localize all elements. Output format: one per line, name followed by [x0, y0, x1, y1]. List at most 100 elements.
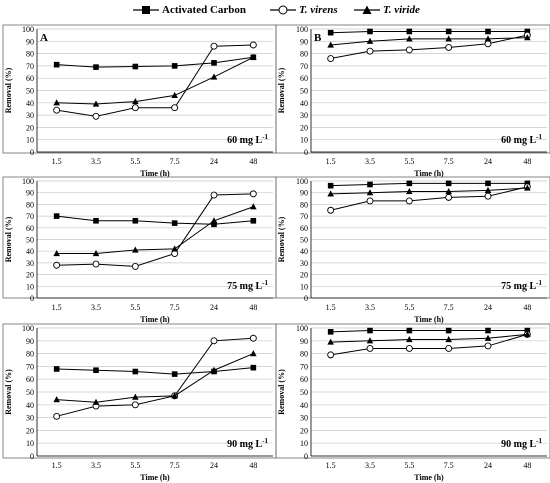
data-point — [327, 206, 335, 214]
data-point — [53, 366, 60, 372]
data-point — [524, 330, 531, 337]
x-axis-label: Time (h) — [414, 315, 444, 324]
x-tick-label: 24 — [484, 157, 492, 166]
data-point — [485, 180, 491, 187]
y-tick-label: 0 — [304, 294, 308, 303]
chart-panel-6: 0 10 20 30 40 50 60 70 80 90 100 1.5 3.5 5.5 7.5 24 48 Ti… — [275, 323, 550, 482]
x-tick-label: 7.5 — [444, 157, 454, 166]
x-tick-label: 48 — [249, 157, 257, 166]
x-tick-label: 48 — [523, 461, 531, 470]
y-axis-label: Removal (%) — [277, 67, 286, 113]
series-activated-carbon — [53, 213, 257, 228]
legend-item-t-virens: T. virens — [270, 3, 338, 17]
data-point — [210, 217, 218, 224]
data-point — [53, 261, 61, 269]
chart-panel-3: 0 10 20 30 40 50 60 70 80 90 100 1.5 3.5 5.5 7.5 24 48 Ti… — [2, 176, 277, 324]
concentration-annotation: 75 mg L-1 — [501, 279, 542, 292]
x-tick-label: 1.5 — [326, 461, 336, 470]
y-axis-label: Removal (%) — [277, 216, 286, 262]
data-point — [132, 63, 139, 70]
data-point — [367, 327, 373, 334]
series-t-viride — [53, 203, 257, 257]
y-tick-label: 70 — [300, 362, 308, 371]
data-point — [405, 46, 413, 54]
y-tick-label: 20 — [300, 426, 308, 435]
data-point — [445, 180, 452, 187]
data-point — [250, 350, 257, 357]
data-point — [250, 217, 257, 224]
data-point — [132, 98, 139, 105]
series-activated-carbon — [327, 327, 531, 335]
data-point — [210, 42, 218, 50]
y-tick-label: 0 — [304, 452, 308, 461]
y-tick-label: 10 — [300, 282, 308, 291]
data-point — [484, 186, 492, 193]
series-t-virens — [327, 31, 531, 62]
y-tick-label: 30 — [300, 414, 308, 423]
data-point — [53, 99, 60, 106]
y-tick-label: 60 — [26, 74, 34, 83]
y-tick-label: 20 — [26, 123, 34, 132]
x-tick-label: 48 — [523, 157, 531, 166]
series-line — [56, 56, 254, 105]
y-tick-label: 70 — [300, 62, 308, 71]
y-tick-label: 0 — [30, 294, 34, 303]
data-point — [92, 112, 100, 120]
x-tick-label: 3.5 — [91, 461, 101, 470]
circle-marker-icon — [270, 5, 296, 15]
y-tick-label: 40 — [300, 401, 308, 410]
series-t-virens — [327, 183, 531, 214]
series-line — [330, 333, 528, 356]
x-tick-label: 1.5 — [326, 157, 336, 166]
y-axis-label: Removal (%) — [4, 67, 13, 113]
y-tick-label: 70 — [300, 212, 308, 221]
series-t-viride — [53, 53, 257, 107]
chart-panel-2: 0 10 20 30 40 50 60 70 80 90 100 1.5 3.5 5.5 7.5 24 48 Ti… — [275, 24, 550, 178]
data-point — [93, 217, 99, 224]
legend-label: Activated Carbon — [162, 4, 247, 16]
y-tick-label: 20 — [26, 426, 34, 435]
data-point — [171, 392, 178, 399]
data-point — [171, 245, 178, 252]
y-tick-label: 100 — [296, 177, 308, 186]
y-tick-label: 30 — [300, 259, 308, 268]
data-point — [53, 396, 60, 403]
series-line — [56, 56, 254, 68]
y-tick-label: 30 — [26, 111, 34, 120]
x-tick-label: 3.5 — [365, 157, 375, 166]
data-point — [367, 181, 373, 188]
x-tick-label: 7.5 — [444, 461, 454, 470]
y-tick-label: 0 — [304, 148, 308, 157]
data-point — [445, 336, 452, 343]
data-point — [92, 250, 100, 257]
data-point — [171, 91, 178, 99]
y-tick-label: 30 — [26, 414, 34, 423]
y-tick-label: 100 — [22, 25, 34, 34]
y-tick-label: 40 — [26, 401, 34, 410]
series-line — [56, 367, 254, 375]
x-tick-label: 48 — [523, 303, 531, 312]
panel-frame — [275, 24, 550, 154]
data-point — [249, 41, 257, 49]
x-tick-label: 24 — [210, 303, 218, 312]
y-tick-label: 40 — [26, 247, 34, 256]
data-point — [132, 368, 139, 375]
data-point — [445, 193, 453, 201]
data-point — [131, 401, 139, 409]
data-point — [250, 203, 257, 210]
panel-frame — [275, 176, 550, 299]
data-point — [327, 329, 334, 335]
concentration-annotation: 90 mg L-1 — [501, 437, 542, 450]
x-axis-label: Time (h) — [414, 473, 444, 482]
x-tick-label: 1.5 — [52, 303, 62, 312]
series-line — [330, 30, 528, 34]
x-tick-label: 7.5 — [170, 461, 180, 470]
data-point — [445, 188, 452, 195]
y-tick-label: 80 — [300, 200, 308, 209]
series-line — [330, 34, 528, 60]
legend-item-activated-carbon: Activated Carbon — [133, 3, 246, 17]
data-point — [131, 104, 139, 112]
y-tick-label: 60 — [26, 224, 34, 233]
y-tick-label: 100 — [22, 324, 34, 333]
